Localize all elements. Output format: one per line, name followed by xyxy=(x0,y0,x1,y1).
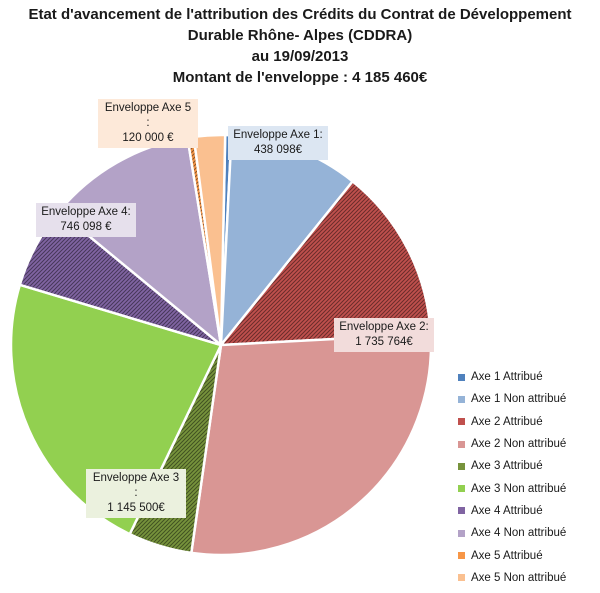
callout-axe-1-value: 438 098€ xyxy=(254,144,302,156)
callout-axe-5: Enveloppe Axe 5 : 120 000 € xyxy=(98,99,198,148)
legend-item: Axe 1 Attribué xyxy=(458,366,598,388)
legend-swatch xyxy=(458,440,465,448)
legend-swatch xyxy=(458,485,465,493)
legend-item: Axe 4 Attribué xyxy=(458,500,598,522)
legend-item: Axe 1 Non attribué xyxy=(458,388,598,410)
legend-label: Axe 1 Attribué xyxy=(471,371,543,384)
legend-item: Axe 3 Non attribué xyxy=(458,477,598,499)
legend-swatch xyxy=(458,462,465,470)
callout-axe-5-value: 120 000 € xyxy=(122,132,174,144)
legend-label: Axe 3 Non attribué xyxy=(471,482,567,495)
legend-label: Axe 3 Attribué xyxy=(471,460,543,473)
legend-label: Axe 5 Attribué xyxy=(471,549,543,562)
title-line-4: Montant de l'enveloppe : 4 185 460€ xyxy=(172,69,428,86)
chart-title: Etat d'avancement de l'attribution des C… xyxy=(0,4,600,88)
callout-axe-2: Enveloppe Axe 2: 1 735 764€ xyxy=(334,318,434,352)
legend-item: Axe 2 Attribué xyxy=(458,411,598,433)
legend-swatch xyxy=(458,507,465,515)
legend-item: Axe 4 Non attribué xyxy=(458,522,598,544)
chart-legend: Axe 1 Attribué Axe 1 Non attribué Axe 2 At… xyxy=(458,366,598,589)
legend-item: Axe 2 Non attribué xyxy=(458,433,598,455)
legend-label: Axe 4 Attribué xyxy=(471,504,543,517)
legend-swatch xyxy=(458,418,465,426)
legend-item: Axe 5 Non attribué xyxy=(458,567,598,589)
callout-axe-4: Enveloppe Axe 4: 746 098 € xyxy=(36,203,136,237)
callout-axe-3: Enveloppe Axe 3 : 1 145 500€ xyxy=(86,469,186,518)
callout-axe-1-label: Enveloppe Axe 1: xyxy=(233,129,323,141)
legend-swatch xyxy=(458,395,465,403)
legend-swatch xyxy=(458,574,465,582)
pie-slice-axe-2-non-attribue xyxy=(190,332,433,557)
title-line-2: Durable Rhône- Alpes (CDDRA) xyxy=(187,27,413,44)
legend-label: Axe 2 Attribué xyxy=(471,415,543,428)
callout-axe-4-label: Enveloppe Axe 4: xyxy=(41,206,131,218)
legend-item: Axe 5 Attribué xyxy=(458,544,598,566)
callout-axe-2-value: 1 735 764€ xyxy=(355,336,413,348)
callout-axe-3-label: Enveloppe Axe 3 : xyxy=(92,472,180,499)
legend-label: Axe 5 Non attribué xyxy=(471,571,567,584)
legend-item: Axe 3 Attribué xyxy=(458,455,598,477)
title-line-3: au 19/09/2013 xyxy=(251,48,349,65)
callout-axe-5-label: Enveloppe Axe 5 : xyxy=(104,102,192,129)
legend-label: Axe 2 Non attribué xyxy=(471,438,567,451)
legend-label: Axe 1 Non attribué xyxy=(471,393,567,406)
title-line-1: Etat d'avancement de l'attribution des C… xyxy=(28,6,572,23)
legend-swatch xyxy=(458,529,465,537)
callout-axe-4-value: 746 098 € xyxy=(60,221,112,233)
legend-label: Axe 4 Non attribué xyxy=(471,527,567,540)
callout-axe-2-label: Enveloppe Axe 2: xyxy=(339,321,429,333)
legend-swatch xyxy=(458,552,465,560)
callout-axe-1: Enveloppe Axe 1: 438 098€ xyxy=(228,126,328,160)
callout-axe-3-value: 1 145 500€ xyxy=(107,502,165,514)
legend-swatch xyxy=(458,373,465,381)
